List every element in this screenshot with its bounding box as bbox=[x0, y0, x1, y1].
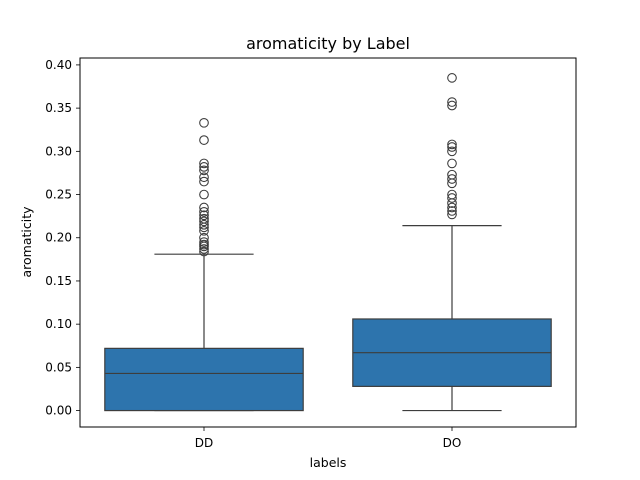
box-group-do bbox=[352, 73, 552, 412]
outlier-point bbox=[447, 146, 457, 157]
outlier-point bbox=[447, 202, 457, 213]
outlier-point bbox=[447, 139, 457, 150]
outlier-point bbox=[199, 213, 209, 224]
x-tick-label: DD bbox=[195, 436, 213, 450]
outlier-point bbox=[199, 176, 209, 187]
y-tick-label: 0.20 bbox=[45, 231, 72, 245]
y-tick-label: 0.05 bbox=[45, 360, 72, 374]
outlier-point bbox=[199, 162, 209, 172]
outlier-point bbox=[447, 174, 457, 184]
y-axis-label: aromaticity bbox=[19, 206, 34, 278]
outlier-point bbox=[199, 158, 209, 169]
outlier-point bbox=[447, 209, 457, 220]
y-tick-label: 0.40 bbox=[45, 58, 72, 72]
outlier-point bbox=[199, 165, 209, 176]
chart-title: aromaticity by Label bbox=[246, 34, 410, 53]
outlier-point bbox=[199, 135, 209, 145]
box-group-dd bbox=[104, 117, 304, 412]
outlier-point bbox=[199, 225, 209, 236]
box-series bbox=[104, 73, 552, 412]
plot-area-frame bbox=[79, 57, 577, 428]
outlier-point bbox=[447, 193, 457, 203]
outlier-point bbox=[447, 73, 457, 83]
outlier-point bbox=[447, 169, 457, 180]
outlier-point bbox=[447, 158, 457, 169]
outlier-point bbox=[447, 206, 457, 216]
outlier-point bbox=[199, 232, 209, 243]
y-tick-label: 0.00 bbox=[45, 404, 72, 418]
outlier-point bbox=[199, 216, 209, 227]
outlier-point bbox=[199, 206, 209, 217]
outlier-point bbox=[447, 100, 457, 111]
outlier-point bbox=[447, 97, 457, 107]
iqr-box bbox=[104, 347, 304, 412]
x-axis: DD DO bbox=[195, 427, 462, 450]
outlier-point bbox=[199, 210, 209, 221]
y-tick-label: 0.15 bbox=[45, 274, 72, 288]
x-tick-label: DO bbox=[443, 436, 462, 450]
outlier-point bbox=[199, 237, 209, 247]
y-axis: 0.00 0.05 0.10 0.15 0.20 0.25 0.30 0.35 0.40 bbox=[45, 58, 80, 418]
outlier-point bbox=[447, 189, 457, 200]
outlier-point bbox=[199, 117, 209, 128]
outlier-point bbox=[447, 142, 457, 152]
outlier-point bbox=[199, 219, 209, 230]
outlier-point bbox=[199, 246, 209, 257]
y-tick-label: 0.30 bbox=[45, 144, 72, 158]
y-tick-label: 0.35 bbox=[45, 101, 72, 115]
outlier-point bbox=[199, 189, 209, 200]
outlier-point bbox=[199, 244, 209, 254]
y-tick-label: 0.10 bbox=[45, 317, 72, 331]
y-tick-label: 0.25 bbox=[45, 188, 72, 202]
outlier-point bbox=[199, 202, 209, 213]
outlier-point bbox=[199, 239, 209, 250]
outlier-point bbox=[199, 172, 209, 183]
x-axis-label: labels bbox=[310, 455, 347, 470]
